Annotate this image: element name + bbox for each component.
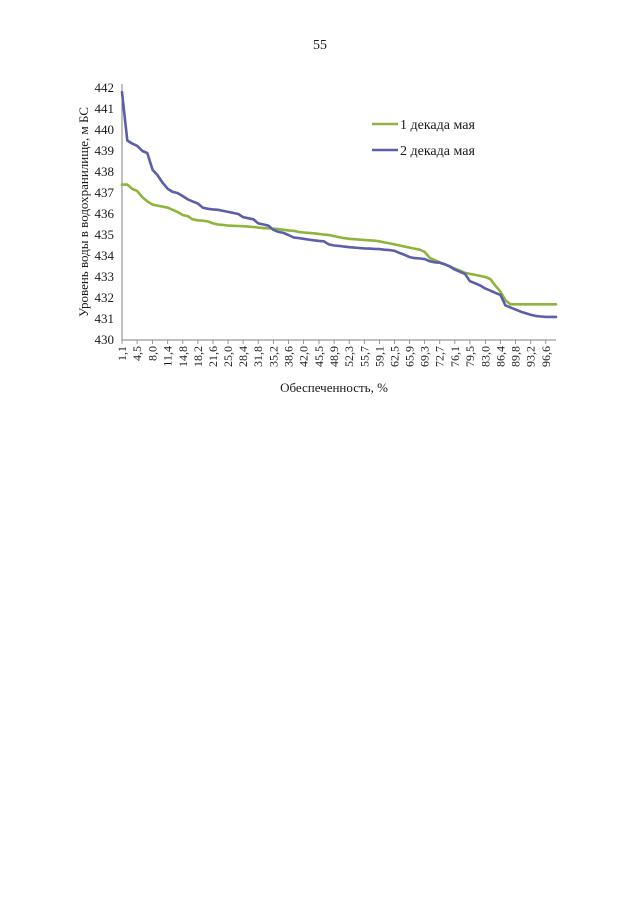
series-line-2 [120, 90, 558, 319]
x-tick-label: 4,5 [130, 346, 144, 361]
x-tick-label: 11,4 [161, 346, 175, 367]
chart-axes [121, 84, 556, 341]
y-tick-label: 435 [95, 227, 115, 242]
x-tick-label: 35,2 [266, 346, 280, 367]
y-tick-label: 439 [95, 143, 115, 158]
x-axis-ticks: 1,1 4,5 8,0 11,4 14,8 18,2 21,6 25,0 28,4 31,8 35,… [115, 340, 553, 367]
x-tick-label: 14,8 [176, 346, 190, 367]
x-tick-label: 52,3 [342, 346, 356, 367]
y-tick-label: 431 [95, 311, 115, 326]
legend-label-1: 1 декада мая [400, 118, 475, 133]
x-tick-label: 62,5 [387, 346, 401, 367]
y-tick-label: 434 [95, 248, 115, 263]
y-axis-ticks: 430 431 432 433 434 435 436 437 438 439 440 441 442 [95, 80, 115, 347]
x-tick-label: 76,1 [448, 346, 462, 367]
x-tick-label: 31,8 [251, 346, 265, 367]
legend-label-2: 2 декада мая [400, 144, 475, 159]
x-tick-label: 48,9 [327, 346, 341, 367]
x-tick-label: 38,6 [281, 346, 295, 367]
chart-series [120, 90, 558, 319]
x-tick-label: 42,0 [296, 346, 310, 367]
y-tick-label: 433 [95, 269, 115, 284]
chart-legend: 1 декада мая 2 декада мая [372, 118, 475, 159]
y-axis-label: Уровень воды в водохранилище, м БС [76, 107, 91, 317]
x-tick-label: 59,1 [372, 346, 386, 367]
y-tick-label: 442 [95, 80, 115, 95]
x-tick-label: 93,2 [524, 346, 538, 367]
y-tick-label: 432 [95, 290, 115, 305]
x-tick-label: 83,0 [478, 346, 492, 367]
y-tick-label: 441 [95, 101, 115, 116]
series-line-1 [120, 183, 558, 306]
x-tick-label: 18,2 [191, 346, 205, 367]
x-tick-label: 45,5 [312, 346, 326, 367]
x-tick-label: 28,4 [236, 346, 250, 367]
x-tick-label: 96,6 [539, 346, 553, 367]
x-tick-label: 65,9 [403, 346, 417, 367]
y-tick-label: 436 [95, 206, 115, 221]
x-tick-label: 86,4 [494, 346, 508, 367]
page-number: 55 [313, 38, 327, 53]
x-tick-label: 1,1 [115, 346, 129, 361]
x-tick-label: 8,0 [146, 346, 160, 361]
x-tick-label: 72,7 [433, 346, 447, 367]
x-tick-label: 69,3 [418, 346, 432, 367]
x-tick-label: 21,6 [206, 346, 220, 367]
x-axis-label: Обеспеченность, % [280, 380, 388, 395]
y-tick-label: 440 [95, 122, 115, 137]
y-tick-label: 437 [95, 185, 115, 200]
x-tick-label: 25,0 [221, 346, 235, 367]
x-tick-label: 89,8 [509, 346, 523, 367]
x-tick-label: 55,7 [357, 346, 371, 367]
y-tick-label: 438 [95, 164, 115, 179]
y-tick-label: 430 [95, 332, 115, 347]
x-tick-label: 79,5 [463, 346, 477, 367]
